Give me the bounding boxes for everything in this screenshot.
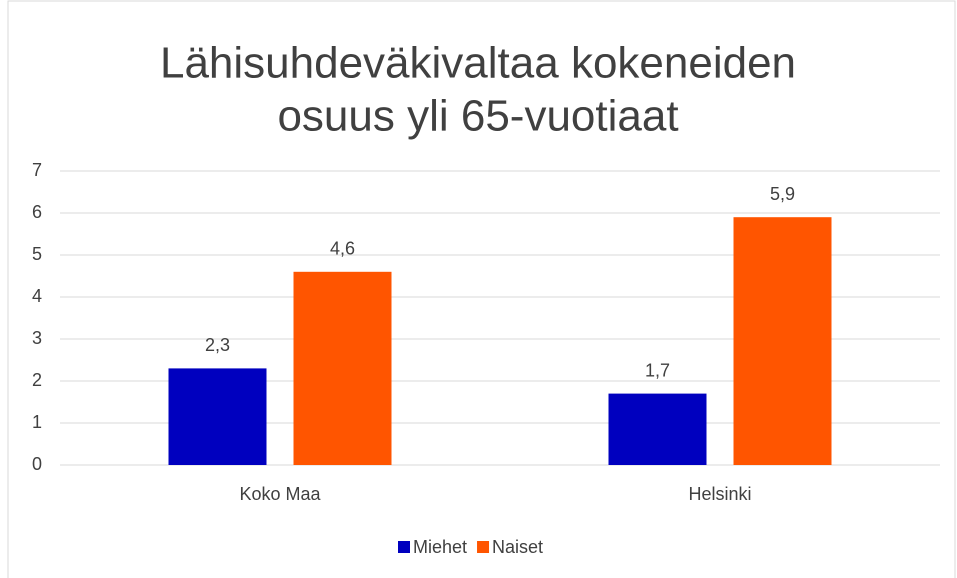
- bar: [168, 368, 267, 465]
- y-tick-label: 3: [32, 328, 42, 348]
- bar: [293, 271, 392, 465]
- value-label: 2,3: [205, 335, 230, 355]
- y-tick-label: 7: [32, 160, 42, 180]
- y-tick-label: 0: [32, 454, 42, 474]
- chart-title: Lähisuhdeväkivaltaa kokeneiden: [160, 39, 796, 88]
- value-label: 5,9: [770, 184, 795, 204]
- bar: [608, 393, 707, 465]
- legend-swatch: [477, 541, 490, 553]
- value-label: 4,6: [330, 239, 355, 259]
- legend-swatch: [398, 541, 410, 553]
- legend-label: Miehet: [413, 537, 467, 557]
- legend-label: Naiset: [492, 537, 543, 557]
- y-tick-label: 6: [32, 202, 42, 222]
- y-tick-label: 4: [32, 286, 42, 306]
- x-tick-label: Koko Maa: [239, 484, 321, 504]
- x-tick-label: Helsinki: [688, 484, 751, 504]
- chart-title: osuus yli 65-vuotiaat: [277, 92, 678, 141]
- bar: [733, 217, 832, 465]
- y-tick-label: 5: [32, 244, 42, 264]
- value-label: 1,7: [645, 360, 670, 380]
- y-tick-label: 2: [32, 370, 42, 390]
- y-tick-label: 1: [32, 412, 42, 432]
